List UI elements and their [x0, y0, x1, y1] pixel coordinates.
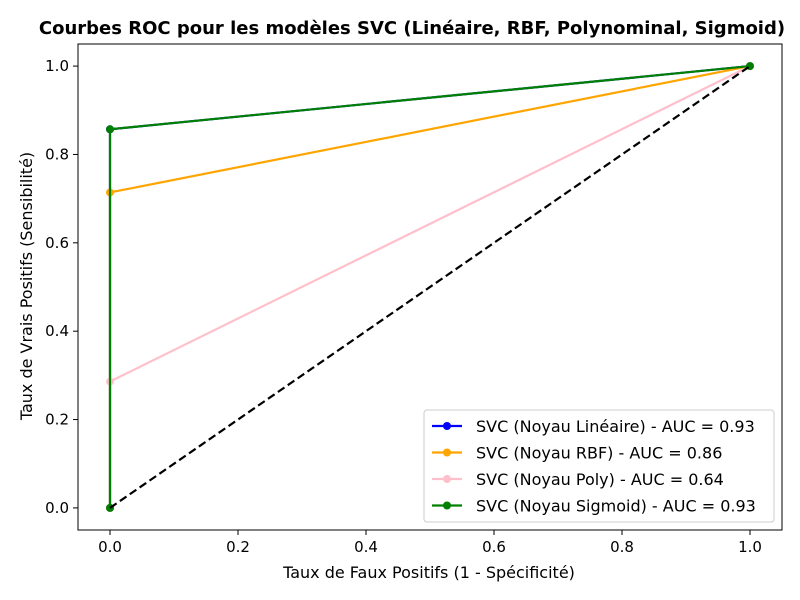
y-tick-label: 0.2: [45, 411, 69, 429]
legend-box: [423, 409, 775, 523]
plot-area: [106, 62, 754, 512]
y-tick-label: 0.8: [45, 145, 69, 163]
x-tick-label: 0.4: [354, 538, 378, 556]
y-axis: 0.0 0.2 0.4 0.6 0.8 1.0: [45, 57, 78, 517]
chart-title: Courbes ROC pour les modèles SVC (Linéai…: [39, 18, 785, 39]
y-tick-label: 0.6: [45, 234, 69, 252]
legend-marker: [443, 422, 451, 430]
legend-label: SVC (Noyau Sigmoid) - AUC = 0.93: [476, 497, 756, 516]
y-axis-label: Taux de Vrais Positifs (Sensibilité): [17, 152, 36, 421]
x-tick-label: 0.0: [98, 538, 122, 556]
legend-label: SVC (Noyau RBF) - AUC = 0.86: [476, 444, 722, 463]
y-tick-label: 0.4: [45, 322, 69, 340]
y-tick-label: 0.0: [45, 499, 69, 517]
x-axis: 0.0 0.2 0.4 0.6 0.8 1.0: [98, 530, 762, 556]
legend-label: SVC (Noyau Linéaire) - AUC = 0.93: [476, 417, 755, 436]
random-classifier-line: [109, 65, 751, 509]
legend-label: SVC (Noyau Poly) - AUC = 0.64: [476, 470, 724, 489]
x-tick-label: 0.6: [482, 538, 506, 556]
x-tick-label: 1.0: [738, 538, 762, 556]
x-tick-label: 0.8: [610, 538, 634, 556]
legend-marker: [443, 448, 451, 457]
roc-point-series-4: [106, 125, 114, 134]
legend: SVC (Noyau Linéaire) - AUC = 0.93 SVC (No…: [423, 409, 775, 523]
legend-marker: [443, 475, 451, 483]
axes-frame: [77, 43, 783, 531]
x-tick-label: 0.2: [226, 538, 250, 556]
x-axis-label: Taux de Faux Positifs (1 - Spécificité): [282, 563, 575, 582]
legend-marker: [443, 501, 451, 510]
y-tick-label: 1.0: [45, 57, 69, 75]
